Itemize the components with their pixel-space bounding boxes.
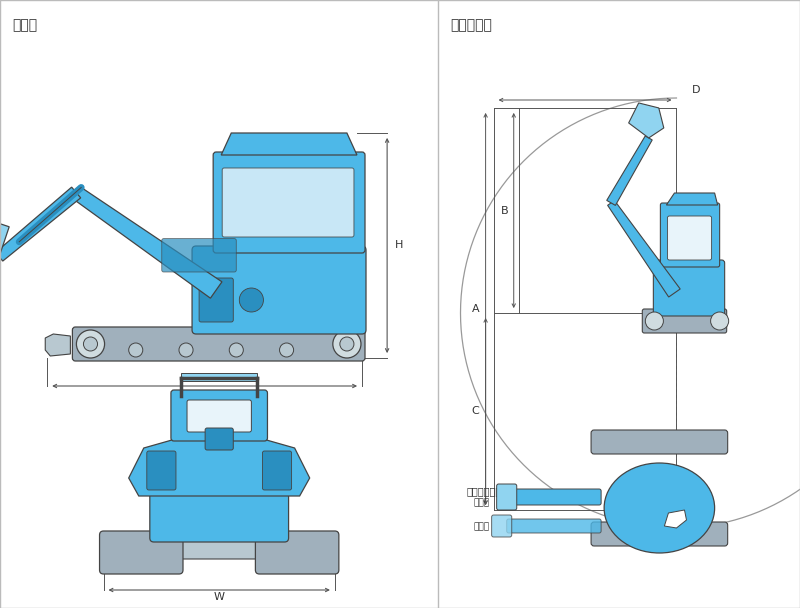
- Text: L: L: [202, 390, 208, 400]
- Polygon shape: [606, 136, 652, 206]
- FancyBboxPatch shape: [99, 531, 183, 574]
- Text: D: D: [692, 85, 701, 95]
- FancyBboxPatch shape: [171, 390, 267, 441]
- Text: A: A: [472, 304, 479, 314]
- FancyBboxPatch shape: [222, 168, 354, 237]
- Polygon shape: [129, 438, 310, 496]
- Circle shape: [239, 288, 263, 312]
- FancyBboxPatch shape: [162, 238, 236, 272]
- FancyBboxPatch shape: [199, 278, 234, 322]
- Text: W: W: [214, 592, 225, 602]
- Text: C: C: [472, 407, 479, 416]
- Circle shape: [340, 337, 354, 351]
- FancyBboxPatch shape: [262, 451, 291, 490]
- Circle shape: [77, 330, 105, 358]
- FancyBboxPatch shape: [642, 309, 726, 333]
- Ellipse shape: [604, 463, 714, 553]
- Text: （右）: （右）: [474, 499, 490, 508]
- Polygon shape: [665, 510, 686, 528]
- Text: 作業範囲図: 作業範囲図: [450, 18, 492, 32]
- Circle shape: [129, 343, 142, 357]
- Bar: [181, 373, 258, 381]
- FancyBboxPatch shape: [497, 484, 517, 510]
- Text: （左）: （左）: [474, 522, 490, 531]
- Circle shape: [333, 330, 361, 358]
- Polygon shape: [72, 187, 222, 298]
- Polygon shape: [0, 187, 81, 261]
- FancyBboxPatch shape: [205, 428, 234, 450]
- FancyBboxPatch shape: [654, 260, 725, 316]
- FancyBboxPatch shape: [506, 519, 601, 533]
- FancyBboxPatch shape: [667, 216, 712, 260]
- Polygon shape: [0, 217, 9, 267]
- FancyBboxPatch shape: [150, 489, 289, 542]
- Circle shape: [179, 343, 193, 357]
- Circle shape: [646, 312, 663, 330]
- FancyBboxPatch shape: [255, 531, 339, 574]
- FancyBboxPatch shape: [660, 203, 720, 267]
- Circle shape: [83, 337, 98, 351]
- Circle shape: [279, 343, 294, 357]
- Text: オフセット量: オフセット量: [466, 486, 502, 496]
- Text: 寸法図: 寸法図: [12, 18, 37, 32]
- Circle shape: [230, 343, 243, 357]
- Text: B: B: [501, 206, 509, 215]
- Polygon shape: [608, 201, 680, 297]
- Polygon shape: [629, 103, 664, 138]
- FancyBboxPatch shape: [591, 522, 728, 546]
- FancyBboxPatch shape: [591, 430, 728, 454]
- FancyBboxPatch shape: [213, 152, 365, 253]
- FancyBboxPatch shape: [192, 246, 366, 334]
- FancyBboxPatch shape: [147, 451, 176, 490]
- FancyBboxPatch shape: [141, 535, 298, 559]
- FancyBboxPatch shape: [512, 489, 601, 505]
- Polygon shape: [222, 133, 357, 155]
- FancyBboxPatch shape: [492, 515, 512, 537]
- FancyBboxPatch shape: [187, 400, 251, 432]
- Polygon shape: [666, 193, 718, 205]
- Polygon shape: [46, 334, 70, 356]
- FancyBboxPatch shape: [72, 327, 365, 361]
- Circle shape: [710, 312, 729, 330]
- Text: H: H: [395, 241, 403, 250]
